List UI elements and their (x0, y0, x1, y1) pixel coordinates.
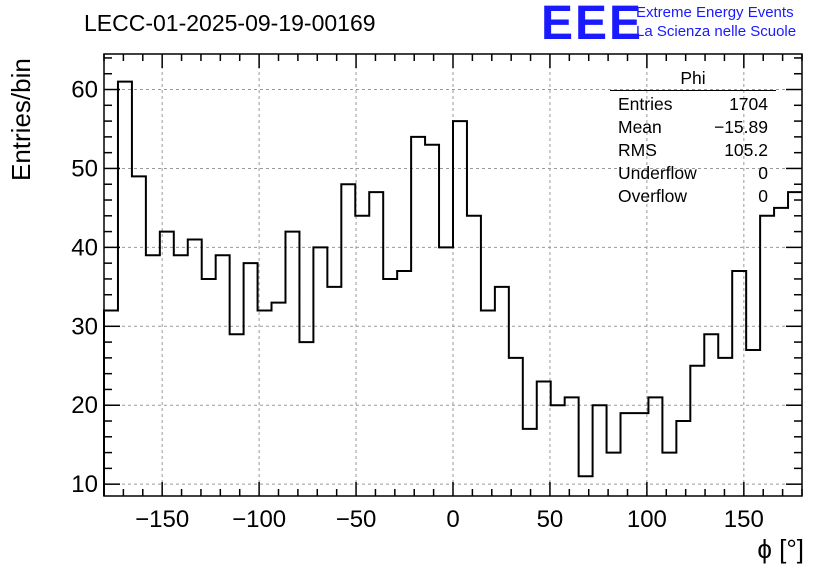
x-axis-label: ϕ [°] (757, 534, 804, 564)
x-tick-label: −50 (336, 506, 377, 533)
stats-row-entries: Entries 1704 (610, 93, 776, 116)
stats-box: Phi Entries 1704 Mean −15.89 RMS 105.2 Unde… (610, 68, 776, 208)
logo-caption-line-1: Extreme Energy Events (636, 4, 794, 21)
histogram-outline (103, 80, 802, 496)
x-tick-label: −150 (135, 506, 189, 533)
x-tick-label: −100 (232, 506, 286, 533)
logo-caption: Extreme Energy Events La Scienza nelle S… (636, 3, 796, 41)
y-axis-label: Entries/bin (6, 58, 36, 181)
chart-title: LECC-01-2025-09-19-00169 (84, 10, 376, 36)
y-tick-label: 50 (71, 155, 98, 182)
stats-label: Entries (618, 94, 673, 114)
y-tick-label: 30 (71, 313, 98, 340)
stats-value: 105.2 (724, 140, 768, 160)
y-tick-label: 40 (71, 234, 98, 261)
stats-value: 0 (758, 186, 768, 206)
x-tick-label: 150 (724, 506, 764, 533)
stats-label: Overflow (618, 186, 688, 206)
x-tick-label: 0 (446, 506, 459, 533)
eee-logo: EEE (541, 0, 644, 50)
stats-value: 1704 (729, 94, 768, 114)
stats-row-overflow: Overflow 0 (610, 185, 776, 208)
x-tick-label: 50 (537, 506, 564, 533)
stats-title: Phi (610, 68, 776, 91)
logo-caption-line-2: La Scienza nelle Scuole (636, 23, 797, 40)
stats-row-rms: RMS 105.2 (610, 139, 776, 162)
stats-label: RMS (618, 140, 657, 160)
y-tick-label: 60 (71, 77, 98, 104)
stats-label: Mean (618, 117, 662, 137)
y-tick-label: 10 (71, 471, 98, 498)
stats-row-underflow: Underflow 0 (610, 162, 776, 185)
stats-value: 0 (758, 163, 768, 183)
stats-row-mean: Mean −15.89 (610, 116, 776, 139)
y-tick-label: 20 (71, 392, 98, 419)
stats-label: Underflow (618, 163, 697, 183)
stats-value: −15.89 (713, 117, 768, 137)
x-tick-label: 100 (627, 506, 667, 533)
